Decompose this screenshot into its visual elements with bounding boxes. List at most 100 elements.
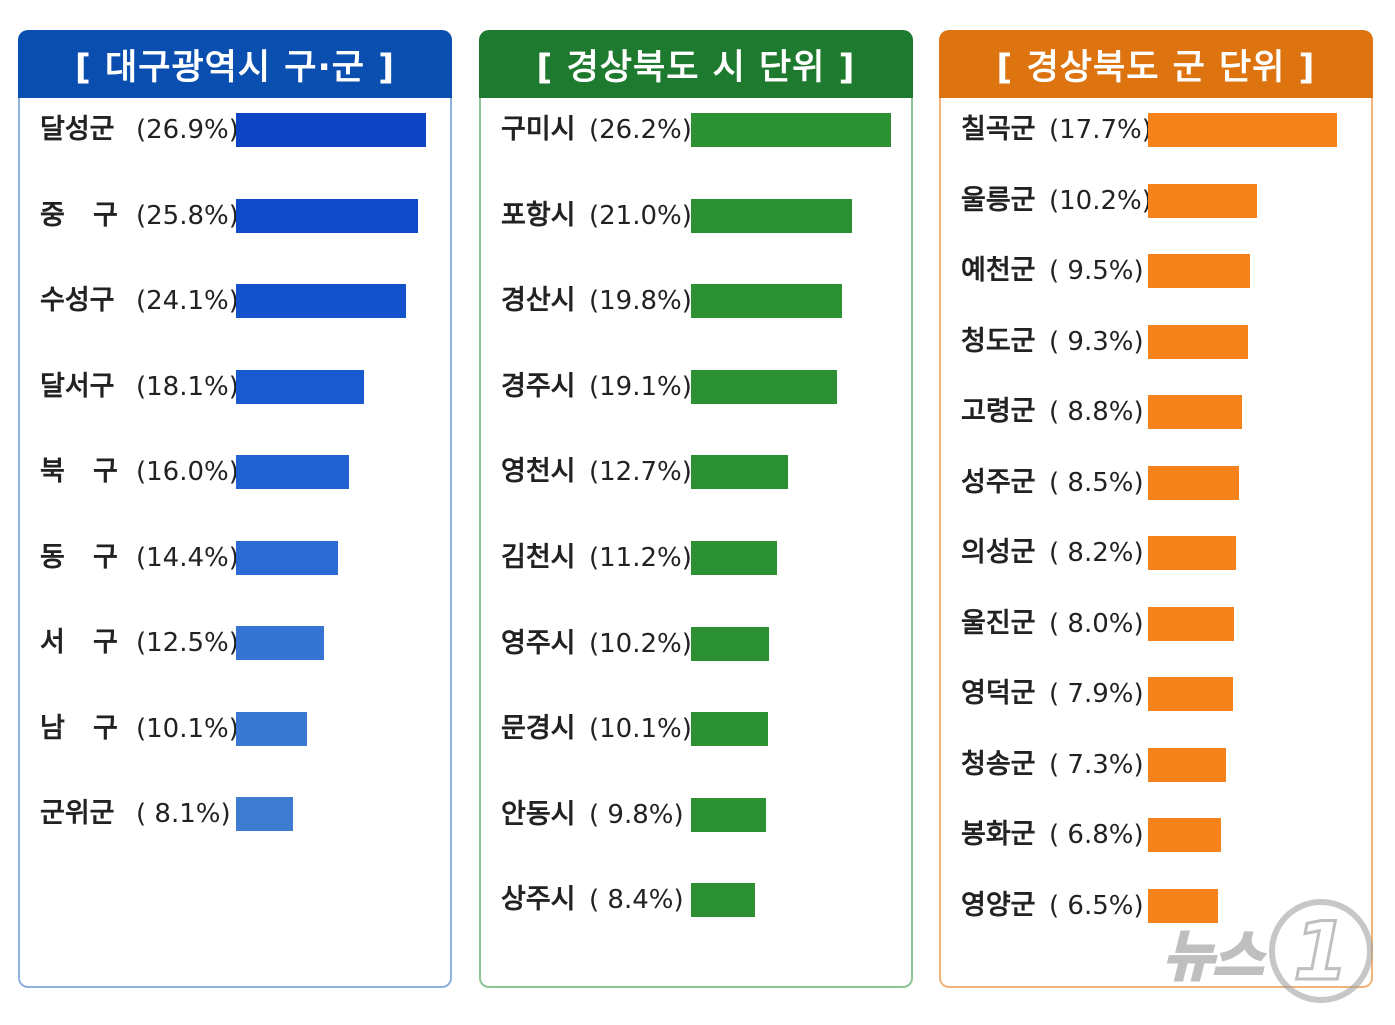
value-label: (25.8%): [136, 200, 239, 231]
bar: [1148, 113, 1337, 147]
bar-row: 울진군 ( 8.0%): [939, 606, 1373, 641]
bar: [691, 883, 755, 918]
category-label: 칠곡군: [961, 114, 1036, 145]
bar: [1148, 747, 1226, 782]
bar: [691, 284, 842, 319]
category-label: 영양군: [961, 889, 1036, 921]
value-label: (21.0%): [589, 200, 692, 231]
category-label: 경산시: [501, 285, 576, 317]
category-label: 경주시: [501, 370, 576, 402]
bar: [691, 541, 777, 575]
value-label: (11.2%): [589, 543, 692, 573]
bar: [236, 455, 349, 489]
bar: [236, 284, 406, 318]
value-label: (16.0%): [136, 457, 239, 487]
bar: [1148, 888, 1218, 923]
category-label: 청송군: [961, 748, 1036, 780]
bar-row: 영천시 (12.7%): [479, 455, 913, 490]
bar: [1148, 536, 1236, 570]
bar-row: 중 구 (25.8%): [18, 198, 452, 233]
bar: [1148, 818, 1221, 852]
bar: [691, 455, 788, 490]
category-label: 수성구: [40, 285, 115, 316]
category-label: 영주시: [501, 627, 576, 659]
value-label: ( 6.8%): [1049, 820, 1144, 850]
value-label: (17.7%): [1049, 115, 1152, 145]
bar-row: 의성군 ( 8.2%): [939, 536, 1373, 570]
category-label: 영천시: [501, 456, 576, 488]
bar-row: 청도군 ( 9.3%): [939, 324, 1373, 359]
value-label: (19.1%): [589, 371, 692, 402]
category-label: 김천시: [501, 542, 576, 573]
bar: [1148, 324, 1248, 359]
news1-watermark: 뉴스 1: [1162, 899, 1373, 1003]
category-label: 구미시: [501, 114, 576, 145]
bar: [1148, 254, 1250, 288]
bar: [236, 198, 418, 233]
bar: [236, 540, 338, 575]
bar-row: 고령군 ( 8.8%): [939, 395, 1373, 429]
bar: [236, 711, 307, 746]
bar-row: 영덕군 ( 7.9%): [939, 677, 1373, 711]
value-label: ( 7.9%): [1049, 679, 1144, 709]
value-label: (10.2%): [1049, 185, 1152, 216]
category-label: 상주시: [501, 884, 576, 916]
category-label: 중 구: [40, 199, 118, 231]
value-label: ( 8.5%): [1049, 467, 1144, 498]
bar-row: 동 구 (14.4%): [18, 540, 452, 575]
bar-row: 안동시 ( 9.8%): [479, 797, 913, 832]
value-label: ( 8.1%): [136, 799, 231, 829]
bar-row: 청송군 ( 7.3%): [939, 747, 1373, 782]
category-label: 동 구: [40, 541, 118, 573]
category-label: 북 구: [40, 456, 118, 487]
category-label: 울릉군: [961, 184, 1036, 216]
value-label: (14.4%): [136, 542, 239, 573]
value-label: (26.2%): [589, 115, 692, 145]
panel-header: [ 경상북도 군 단위 ]: [939, 30, 1373, 98]
panel-header: [ 대구광역시 구·군 ]: [18, 30, 452, 98]
category-label: 고령군: [961, 396, 1036, 427]
value-label: (10.2%): [589, 628, 692, 659]
category-label: 서 구: [40, 627, 118, 658]
bar: [691, 712, 768, 747]
bar-row: 남 구 (10.1%): [18, 711, 452, 746]
value-label: ( 8.8%): [1049, 397, 1144, 427]
category-label: 예천군: [961, 255, 1036, 286]
value-label: ( 8.2%): [1049, 538, 1144, 568]
bar: [1148, 183, 1257, 218]
watermark-text: 뉴스: [1162, 923, 1264, 989]
value-label: (10.1%): [589, 714, 692, 745]
bar-row: 김천시 (11.2%): [479, 541, 913, 575]
bar-row: 포항시 (21.0%): [479, 198, 913, 233]
category-label: 영덕군: [961, 678, 1036, 709]
value-label: ( 7.3%): [1049, 749, 1144, 780]
bar: [236, 797, 293, 831]
value-label: (19.8%): [589, 286, 692, 317]
value-label: (18.1%): [136, 371, 239, 402]
category-label: 울진군: [961, 607, 1036, 639]
panel-header: [ 경상북도 시 단위 ]: [479, 30, 913, 98]
bar-row: 경산시 (19.8%): [479, 284, 913, 319]
category-label: 의성군: [961, 537, 1036, 568]
category-label: 달서구: [40, 370, 115, 402]
bar-row: 영양군 ( 6.5%): [939, 888, 1373, 923]
bar-row: 서 구 (12.5%): [18, 626, 452, 660]
bar-row: 예천군 ( 9.5%): [939, 254, 1373, 288]
bar-row: 영주시 (10.2%): [479, 626, 913, 661]
value-label: ( 6.5%): [1049, 890, 1144, 921]
value-label: (12.7%): [589, 457, 692, 488]
value-label: ( 9.5%): [1049, 256, 1144, 286]
bar-row: 울릉군 (10.2%): [939, 183, 1373, 218]
panel-chart-box: [18, 98, 452, 988]
value-label: (24.1%): [136, 286, 239, 316]
bar-row: 칠곡군 (17.7%): [939, 113, 1373, 147]
bar-row: 달성군 (26.9%): [18, 113, 452, 147]
bar: [1148, 677, 1233, 711]
bar-row: 봉화군 ( 6.8%): [939, 818, 1373, 852]
bar-row: 성주군 ( 8.5%): [939, 465, 1373, 500]
bar-row: 군위군 ( 8.1%): [18, 797, 452, 831]
category-label: 군위군: [40, 798, 115, 829]
bar-row: 수성구 (24.1%): [18, 284, 452, 318]
bar-row: 문경시 (10.1%): [479, 712, 913, 747]
value-label: (26.9%): [136, 115, 239, 145]
